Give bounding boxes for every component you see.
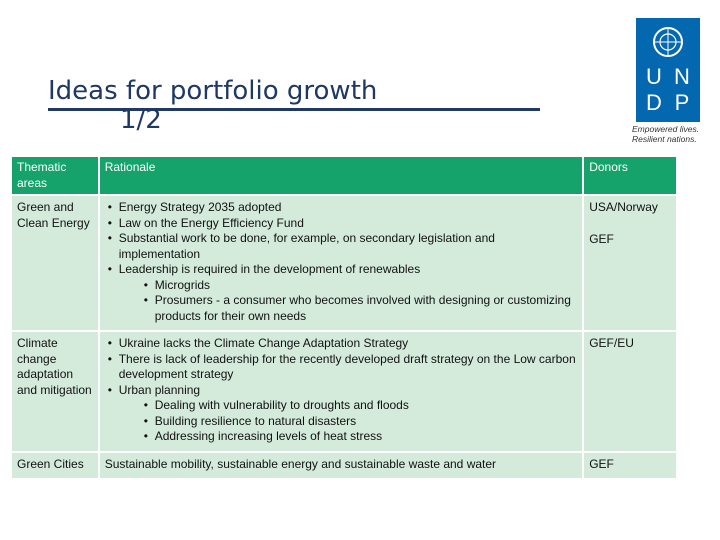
bullet-text: Substantial work to be done, for example… xyxy=(118,231,495,261)
column-header: Thematic areas xyxy=(12,157,98,194)
thematic-area: Climate change adaptation and mitigation xyxy=(12,332,98,451)
sub-list: MicrogridsProsumers - a consumer who bec… xyxy=(119,278,578,325)
donors: USA/Norway GEF xyxy=(584,196,676,330)
logo-letter: U xyxy=(646,64,662,89)
bullet-item: There is lack of leadership for the rece… xyxy=(108,351,578,383)
sub-bullet-item: Microgrids xyxy=(144,278,578,294)
bullet-list: Energy Strategy 2035 adoptedLaw on the E… xyxy=(105,200,578,324)
donor: USA/Norway xyxy=(589,200,658,214)
bullet-item: Ukraine lacks the Climate Change Adaptat… xyxy=(108,336,578,352)
donor: GEF xyxy=(589,456,614,471)
bullet-text: There is lack of leadership for the rece… xyxy=(118,351,576,382)
bullet-item: Urban planningDealing with vulnerability… xyxy=(108,382,578,445)
logo-letter: N xyxy=(674,64,690,89)
bullet-text: Urban planning xyxy=(118,382,201,397)
sub-bullet-item: Building resilience to natural disasters xyxy=(144,414,578,430)
logo-letter: P xyxy=(675,90,690,115)
thematic-area: Green Cities xyxy=(12,452,98,478)
bullet-list: Ukraine lacks the Climate Change Adaptat… xyxy=(105,336,578,445)
slide-subtitle: 1/2 xyxy=(120,105,162,135)
bullet-item: Substantial work to be done, for example… xyxy=(108,231,578,262)
table-row: Green and Clean EnergyEnergy Strategy 20… xyxy=(12,196,676,330)
logo-tagline: Empowered lives. Resilient nations. xyxy=(632,124,699,144)
column-header: Donors xyxy=(584,157,676,194)
header-row: Thematic areas Rationale Donors xyxy=(12,157,676,194)
table-row: Climate change adaptation and mitigation… xyxy=(12,332,676,451)
tagline-line: Resilient nations. xyxy=(632,134,697,144)
donor: GEF/EU xyxy=(589,336,634,350)
table-row: Green Cities Sustainable mobility, sustai… xyxy=(12,452,676,478)
bullet-text: Ukraine lacks the Climate Change Adaptat… xyxy=(118,336,409,350)
thematic-area: Green and Clean Energy xyxy=(12,196,98,330)
donors: GEF xyxy=(584,452,676,478)
rationale: Energy Strategy 2035 adoptedLaw on the E… xyxy=(99,196,583,330)
slide-title: Ideas for portfolio growth xyxy=(48,76,540,111)
sub-list: Dealing with vulnerability to droughts a… xyxy=(119,398,578,445)
donor: GEF xyxy=(589,231,614,246)
rationale: Ukraine lacks the Climate Change Adaptat… xyxy=(99,332,583,451)
donors: GEF/EU xyxy=(584,332,676,451)
portfolio-table: Thematic areas Rationale Donors Green and … xyxy=(10,155,678,480)
sub-bullet-item: Dealing with vulnerability to droughts a… xyxy=(144,398,578,414)
bullet-text: Law on the Energy Efficiency Fund xyxy=(118,215,304,230)
bullet-text: Energy Strategy 2035 adopted xyxy=(118,200,282,214)
bullet-item: Energy Strategy 2035 adopted xyxy=(108,200,578,216)
rationale: Sustainable mobility, sustainable energy… xyxy=(99,452,583,478)
sub-bullet-item: Prosumers - a consumer who becomes invol… xyxy=(144,293,578,324)
logo-letter: D xyxy=(646,90,662,115)
tagline-line: Empowered lives. xyxy=(632,124,700,134)
undp-logo: U ND P xyxy=(636,18,700,122)
bullet-item: Leadership is required in the developmen… xyxy=(108,262,578,325)
bullet-item: Law on the Energy Efficiency Fund xyxy=(108,215,578,232)
title-block: Ideas for portfolio growth 1/2 xyxy=(48,76,540,135)
column-header: Rationale xyxy=(99,157,583,194)
sub-bullet-item: Addressing increasing levels of heat str… xyxy=(144,429,578,445)
rationale-text: Sustainable mobility, sustainable energy… xyxy=(104,456,497,471)
bullet-text: Leadership is required in the developmen… xyxy=(118,262,421,276)
